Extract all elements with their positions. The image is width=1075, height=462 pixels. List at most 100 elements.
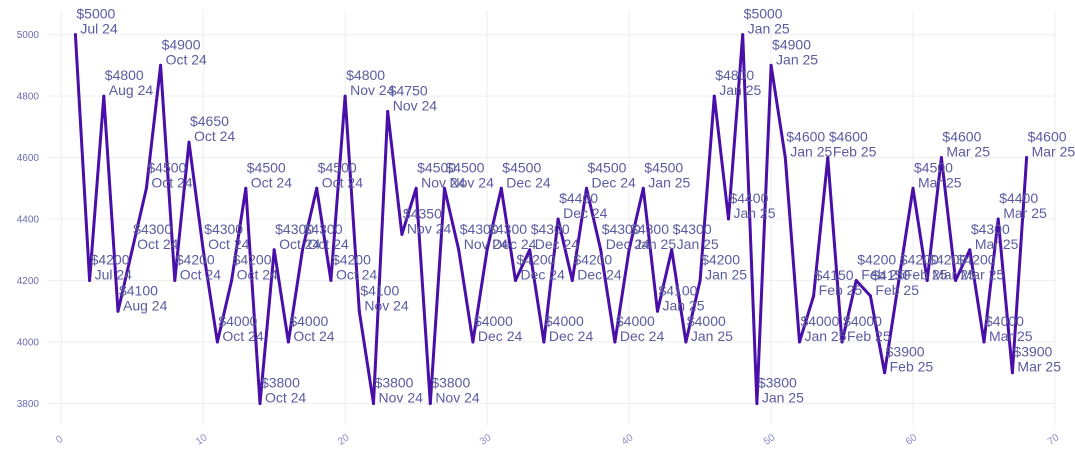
data-label-month: Jan 25 [634, 236, 676, 252]
data-label-month: Oct 24 [208, 236, 249, 252]
data-label: $4900 Oct 24 [162, 36, 207, 67]
data-label: $4600 Mar 25 [1028, 129, 1075, 160]
data-point [130, 248, 134, 252]
data-label-month: Nov 24 [464, 236, 509, 252]
data-label-price: $4500 [417, 159, 456, 175]
data-label-month: Oct 24 [194, 128, 235, 144]
data-label-price: $3800 [375, 374, 414, 390]
data-label: $4500 Nov 24 [446, 159, 495, 190]
data-label-price: $4100 [119, 282, 158, 298]
data-label-month: Jan 25 [719, 82, 761, 98]
data-point [627, 248, 631, 252]
data-label-month: Nov 24 [421, 174, 466, 190]
data-label: $4200 Jul 24 [91, 252, 133, 283]
x-tick-label: 60 [904, 432, 920, 448]
data-label-month: Dec 24 [563, 205, 608, 221]
data-label-price: $4600 [829, 129, 868, 145]
data-label: $4400 Dec 24 [559, 190, 608, 221]
data-label-month: Mar 25 [918, 174, 962, 190]
data-label: $4300 Jan 25 [630, 221, 676, 252]
data-label: $4300 Nov 24 [460, 221, 509, 252]
x-tick-label: 40 [620, 432, 636, 448]
data-point [570, 279, 574, 283]
x-tick-label: 70 [1046, 432, 1062, 448]
x-tick-label: 10 [194, 432, 210, 448]
data-label-month: Oct 24 [308, 236, 349, 252]
data-label-month: Oct 24 [279, 236, 320, 252]
data-label-price: $4300 [673, 221, 712, 237]
data-point [485, 248, 489, 252]
data-label: $4000 Dec 24 [616, 313, 665, 344]
data-label-month: Feb 25 [819, 282, 863, 298]
data-label-price: $5000 [76, 6, 115, 22]
data-label: $4150 Feb 25 [815, 267, 863, 298]
data-label-price: $4300 [304, 221, 343, 237]
data-label: $4500 Dec 24 [502, 159, 551, 190]
data-label: $4000 Jan 25 [800, 313, 846, 344]
data-label: $4150 Feb 25 [871, 267, 919, 298]
data-label-price: $4200 [701, 252, 740, 268]
data-label: $4200 Oct 24 [176, 252, 221, 283]
data-label-price: $4000 [687, 313, 726, 329]
y-tick-label: 4000 [17, 338, 40, 349]
data-label-price: $3900 [1013, 344, 1052, 360]
data-label-month: Jan 25 [790, 144, 832, 160]
data-point [641, 186, 645, 190]
data-label: $4000 Dec 24 [545, 313, 594, 344]
data-label-month: Dec 24 [577, 267, 622, 283]
data-point [996, 217, 1000, 221]
data-point [599, 248, 603, 252]
data-point [329, 279, 333, 283]
y-tick-label: 5000 [17, 30, 40, 41]
data-point [726, 217, 730, 221]
data-label-price: $4300 [971, 221, 1010, 237]
data-label-price: $4600 [942, 129, 981, 145]
data-label-price: $4200 [928, 252, 967, 268]
data-label-price: $4200 [573, 252, 612, 268]
data-label-price: $4500 [502, 159, 541, 175]
data-label-month: Aug 24 [109, 82, 154, 98]
data-label: $4200 Feb 25 [900, 252, 948, 283]
data-label-price: $4650 [190, 113, 229, 129]
y-tick-label: 4400 [17, 215, 40, 226]
data-point [1025, 156, 1029, 160]
data-label-price: $4500 [644, 159, 683, 175]
data-label-month: Nov 24 [435, 389, 480, 405]
data-point [755, 401, 759, 405]
data-point [542, 340, 546, 344]
data-label-month: Feb 25 [847, 328, 891, 344]
data-label-month: Dec 24 [549, 328, 594, 344]
data-label-month: Oct 24 [166, 51, 207, 67]
data-label-price: $4400 [999, 190, 1038, 206]
data-label-month: Dec 24 [606, 236, 651, 252]
data-label-month: Oct 24 [237, 267, 278, 283]
data-point [783, 156, 787, 160]
data-point [286, 340, 290, 344]
data-label: $4200 Oct 24 [233, 252, 278, 283]
data-label-price: $4200 [517, 252, 556, 268]
data-label-price: $3800 [431, 374, 470, 390]
y-tick-label: 3800 [17, 399, 40, 410]
data-label-month: Oct 24 [336, 267, 377, 283]
data-label-price: $4400 [559, 190, 598, 206]
data-label-month: Feb 25 [890, 359, 934, 375]
data-label-price: $4800 [346, 67, 385, 83]
x-tick-label: 30 [478, 432, 494, 448]
data-point [911, 186, 915, 190]
data-label-price: $4000 [843, 313, 882, 329]
data-point [741, 33, 745, 37]
data-label-price: $4000 [545, 313, 584, 329]
data-label-month: Oct 24 [251, 174, 292, 190]
data-label-month: Dec 24 [620, 328, 665, 344]
data-point [514, 279, 518, 283]
data-label-price: $3800 [261, 374, 300, 390]
y-axis-ticks: 3800 4000 4200 4400 4600 4800 5000 [17, 30, 40, 410]
data-label-price: $4200 [857, 252, 896, 268]
data-label-month: Feb 25 [875, 282, 919, 298]
data-point [854, 279, 858, 283]
data-label-month: Feb 25 [861, 267, 905, 283]
data-label-price: $4600 [1028, 129, 1067, 145]
data-label: $4400 Mar 25 [999, 190, 1047, 221]
data-label: $4300 Oct 24 [275, 221, 320, 252]
